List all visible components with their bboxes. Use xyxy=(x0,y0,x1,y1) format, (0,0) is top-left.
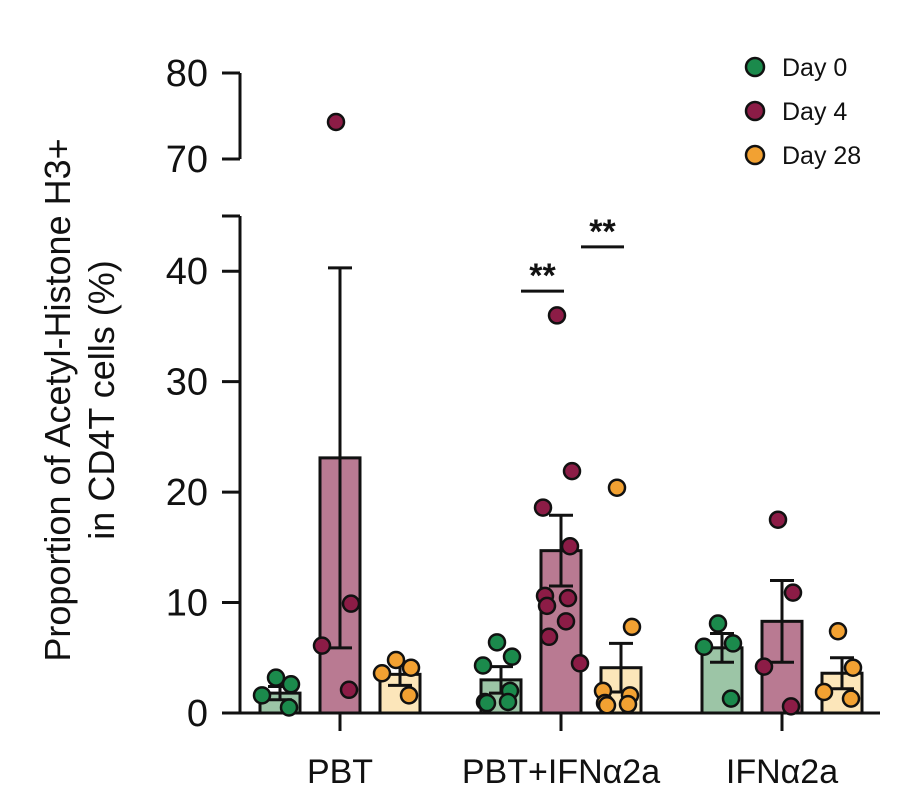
data-point xyxy=(768,510,788,529)
data-point xyxy=(618,694,638,714)
data-point xyxy=(562,461,582,481)
legend-marker xyxy=(744,100,766,122)
x-tick-label: PBT xyxy=(307,753,373,791)
data-point xyxy=(723,634,743,653)
data-point xyxy=(556,612,576,631)
data-point xyxy=(547,306,567,325)
data-point xyxy=(326,112,346,132)
data-point xyxy=(312,636,332,655)
data-point xyxy=(622,617,642,637)
data-point xyxy=(386,650,406,670)
data-point xyxy=(533,498,553,517)
data-point xyxy=(694,637,714,656)
data-point xyxy=(502,647,522,666)
y-axis-label: Proportion of Acetyl-Histone H3+ xyxy=(37,138,78,661)
data-point xyxy=(828,622,848,641)
data-point xyxy=(560,536,580,556)
significance-label: ** xyxy=(589,213,616,251)
data-point xyxy=(401,658,421,677)
y-tick-label: 80 xyxy=(166,53,208,95)
legend-marker xyxy=(744,144,766,166)
legend-label: Day 28 xyxy=(782,142,861,170)
y-tick-label: 40 xyxy=(166,251,208,293)
data-point xyxy=(597,696,617,715)
data-point xyxy=(783,583,803,602)
data-point xyxy=(570,654,590,673)
data-point xyxy=(372,663,392,683)
data-point xyxy=(279,698,299,717)
x-tick-label: PBT+IFNα2a xyxy=(462,753,660,791)
data-point xyxy=(843,658,863,677)
data-point xyxy=(814,682,834,702)
error-bar xyxy=(830,656,854,691)
data-point xyxy=(487,633,507,652)
significance-label: ** xyxy=(529,257,556,295)
data-point xyxy=(708,614,728,633)
data-point xyxy=(266,668,286,687)
error-bar xyxy=(549,513,573,588)
y-axis-label: in CD4T cells (%) xyxy=(81,260,122,539)
y-tick-label: 30 xyxy=(166,362,208,404)
error-bar xyxy=(770,578,794,664)
data-point xyxy=(781,697,801,716)
y-tick-label: 20 xyxy=(166,472,208,514)
legend-label: Day 0 xyxy=(782,54,847,82)
data-point xyxy=(399,686,419,705)
data-point xyxy=(558,588,578,608)
data-point xyxy=(841,689,861,708)
data-point xyxy=(537,596,557,616)
data-point xyxy=(341,594,361,613)
legend-marker xyxy=(744,56,766,78)
error-bar xyxy=(710,631,734,664)
data-point xyxy=(477,693,497,713)
data-point xyxy=(473,656,493,675)
y-tick-label: 70 xyxy=(166,139,208,181)
data-point xyxy=(754,657,774,676)
y-tick-label: 10 xyxy=(166,583,208,625)
data-point xyxy=(339,680,359,700)
legend-label: Day 4 xyxy=(782,98,847,126)
data-point xyxy=(539,627,559,647)
x-tick-label: IFNα2a xyxy=(726,753,838,791)
data-point xyxy=(252,686,272,705)
data-point xyxy=(281,675,301,694)
y-tick-label: 0 xyxy=(187,693,208,735)
data-point xyxy=(721,689,741,708)
data-point xyxy=(607,478,627,497)
data-point xyxy=(498,692,518,712)
error-bar xyxy=(328,266,352,650)
